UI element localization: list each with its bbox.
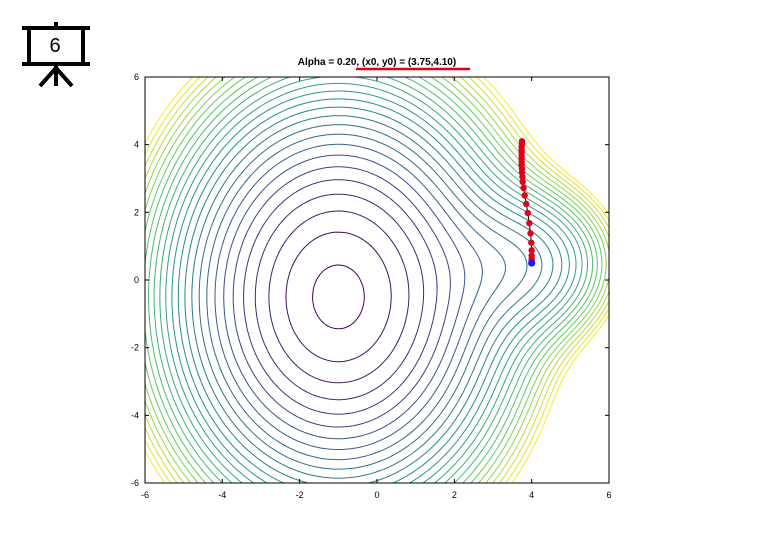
contour-level <box>214 143 483 450</box>
contour-level <box>153 77 588 483</box>
trajectory-point <box>528 247 535 254</box>
contour-level <box>254 193 425 401</box>
trajectory-point <box>519 178 526 186</box>
presentation-board-icon <box>22 22 90 88</box>
trajectory-point <box>520 184 527 192</box>
trajectory-point <box>526 219 533 227</box>
final-point <box>528 259 536 267</box>
contour-level <box>145 77 609 483</box>
chart-title: Alpha = 0.20, (x0, y0) = (3.75,4.10) <box>298 57 456 68</box>
trajectory-point <box>528 239 535 246</box>
contour-level <box>285 231 392 363</box>
contour-level <box>268 210 410 384</box>
contour-level <box>145 77 609 483</box>
y-tick-label: -2 <box>131 343 139 353</box>
trajectory-point <box>521 192 528 199</box>
x-tick-label: -2 <box>296 490 304 500</box>
y-tick-label: -6 <box>131 478 139 488</box>
y-tick-label: 4 <box>134 140 139 150</box>
contour-level <box>191 115 543 479</box>
contour-level <box>159 77 583 483</box>
contour-level <box>145 77 598 483</box>
axes: -6 -4 -2 0 2 4 6 -6 -4 -2 0 2 4 6 <box>131 72 612 500</box>
y-tick-label: -4 <box>131 410 139 420</box>
contour-level <box>206 133 506 461</box>
contour-level <box>177 98 563 483</box>
y-tick-label: 2 <box>134 207 139 217</box>
contour-level <box>232 166 451 428</box>
contour-level <box>145 77 609 483</box>
contour-level <box>145 77 609 483</box>
contour-lines <box>145 77 609 483</box>
contour-level <box>184 106 554 483</box>
x-tick-label: 2 <box>452 490 457 500</box>
contour-level <box>145 77 603 483</box>
contour-level <box>312 264 365 330</box>
contour-level <box>148 77 594 483</box>
y-tick-label: 0 <box>134 275 139 285</box>
x-tick-label: -4 <box>218 490 226 500</box>
y-tick-label: 6 <box>134 72 139 82</box>
trajectory-point <box>523 200 530 208</box>
contour-level <box>165 82 577 483</box>
contour-level <box>145 77 607 483</box>
contour-level <box>171 90 570 483</box>
trajectory-point <box>524 209 531 217</box>
x-tick-label: -6 <box>141 490 149 500</box>
slide-number: 6 <box>49 35 61 57</box>
x-tick-label: 0 <box>374 490 379 500</box>
trajectory-point <box>519 173 526 181</box>
contour-level <box>243 179 438 415</box>
trajectory-point <box>527 230 534 237</box>
contour-level <box>223 154 466 440</box>
x-tick-label: 4 <box>529 490 534 500</box>
contour-level <box>145 77 609 483</box>
x-tick-label: 6 <box>606 490 611 500</box>
contour-level <box>198 124 528 470</box>
descent-trajectory <box>518 138 536 267</box>
